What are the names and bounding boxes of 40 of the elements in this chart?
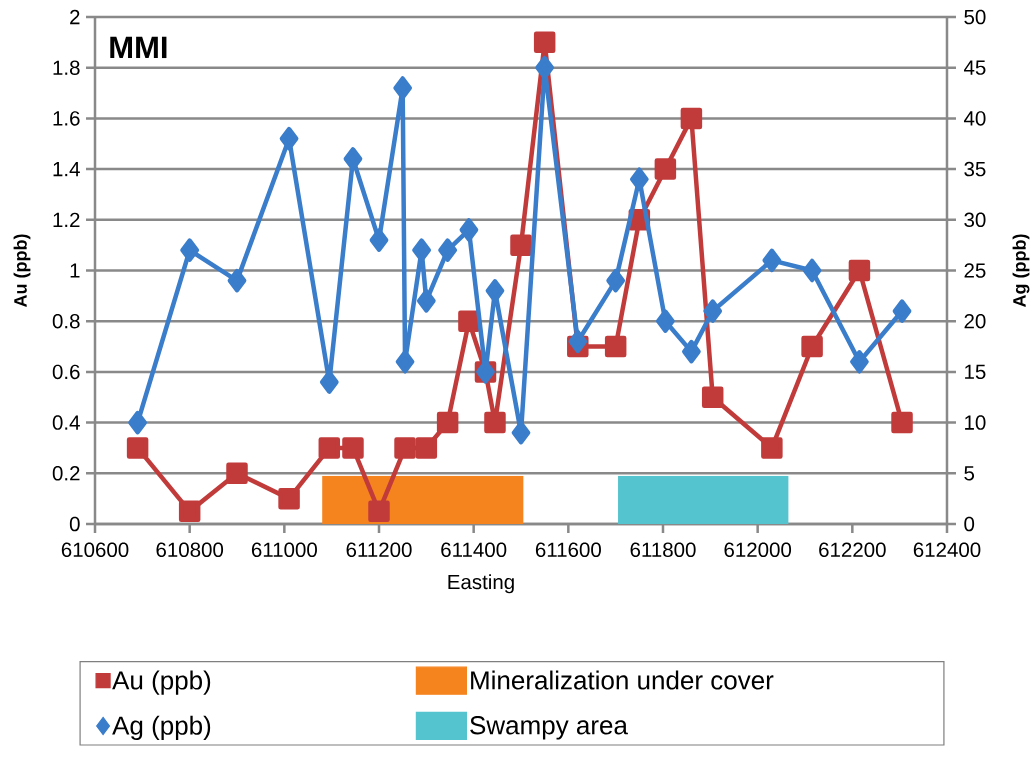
y2-tick-label: 20 xyxy=(964,313,986,329)
y-tick-label: 1.2 xyxy=(53,212,80,227)
y2-tick-label: 25 xyxy=(964,263,986,278)
y-tick-label: 1.8 xyxy=(53,60,80,75)
x-tick-label: 612200 xyxy=(819,542,886,558)
y-tick-label: 2 xyxy=(70,9,80,25)
y-axis-title: Au (ppb) xyxy=(13,234,31,308)
y-tick-label: 0 xyxy=(69,516,80,532)
chart-title: MMI xyxy=(110,36,167,59)
x-tick-label: 612400 xyxy=(913,542,981,558)
x-tick-label: 611800 xyxy=(630,542,696,558)
x-tick-label: 611000 xyxy=(251,542,317,558)
y2-tick-label: 30 xyxy=(964,212,986,228)
x-tick-label: 610600 xyxy=(61,542,129,558)
x-tick-label: 611400 xyxy=(441,542,507,558)
y2-tick-label: 45 xyxy=(963,60,986,75)
x-tick-label: 612000 xyxy=(724,542,792,558)
y2-tick-label: 50 xyxy=(964,9,986,25)
y2-tick-label: 40 xyxy=(963,111,986,126)
legend-label: Ag (ppb) xyxy=(112,715,211,740)
y2-tick-label: 0 xyxy=(964,516,975,532)
y-tick-label: 1.6 xyxy=(53,111,80,126)
y-tick-label: 1 xyxy=(70,263,80,278)
y-tick-label: 0.2 xyxy=(52,466,80,481)
y-tick-label: 1.4 xyxy=(53,162,80,177)
x-tick-label: 610800 xyxy=(156,542,224,558)
y2-tick-label: 35 xyxy=(964,161,986,177)
y2-tick-label: 5 xyxy=(964,466,975,481)
y2-tick-label: 10 xyxy=(965,415,986,430)
legend-label: Swampy area xyxy=(470,716,628,740)
y-tick-label: 0.4 xyxy=(52,415,80,430)
y-tick-label: 0.8 xyxy=(52,313,80,329)
x-tick-label: 611600 xyxy=(535,542,601,558)
legend-label: Mineralization under cover xyxy=(471,670,774,690)
x-tick-label: 611200 xyxy=(346,542,412,558)
y2-axis-title: Ag (ppb) xyxy=(1012,234,1030,308)
y2-tick-label: 15 xyxy=(965,364,986,380)
y-tick-label: 0.6 xyxy=(52,364,80,380)
legend-label: Au (ppb) xyxy=(112,670,211,695)
x-axis-title: Easting xyxy=(448,574,514,594)
